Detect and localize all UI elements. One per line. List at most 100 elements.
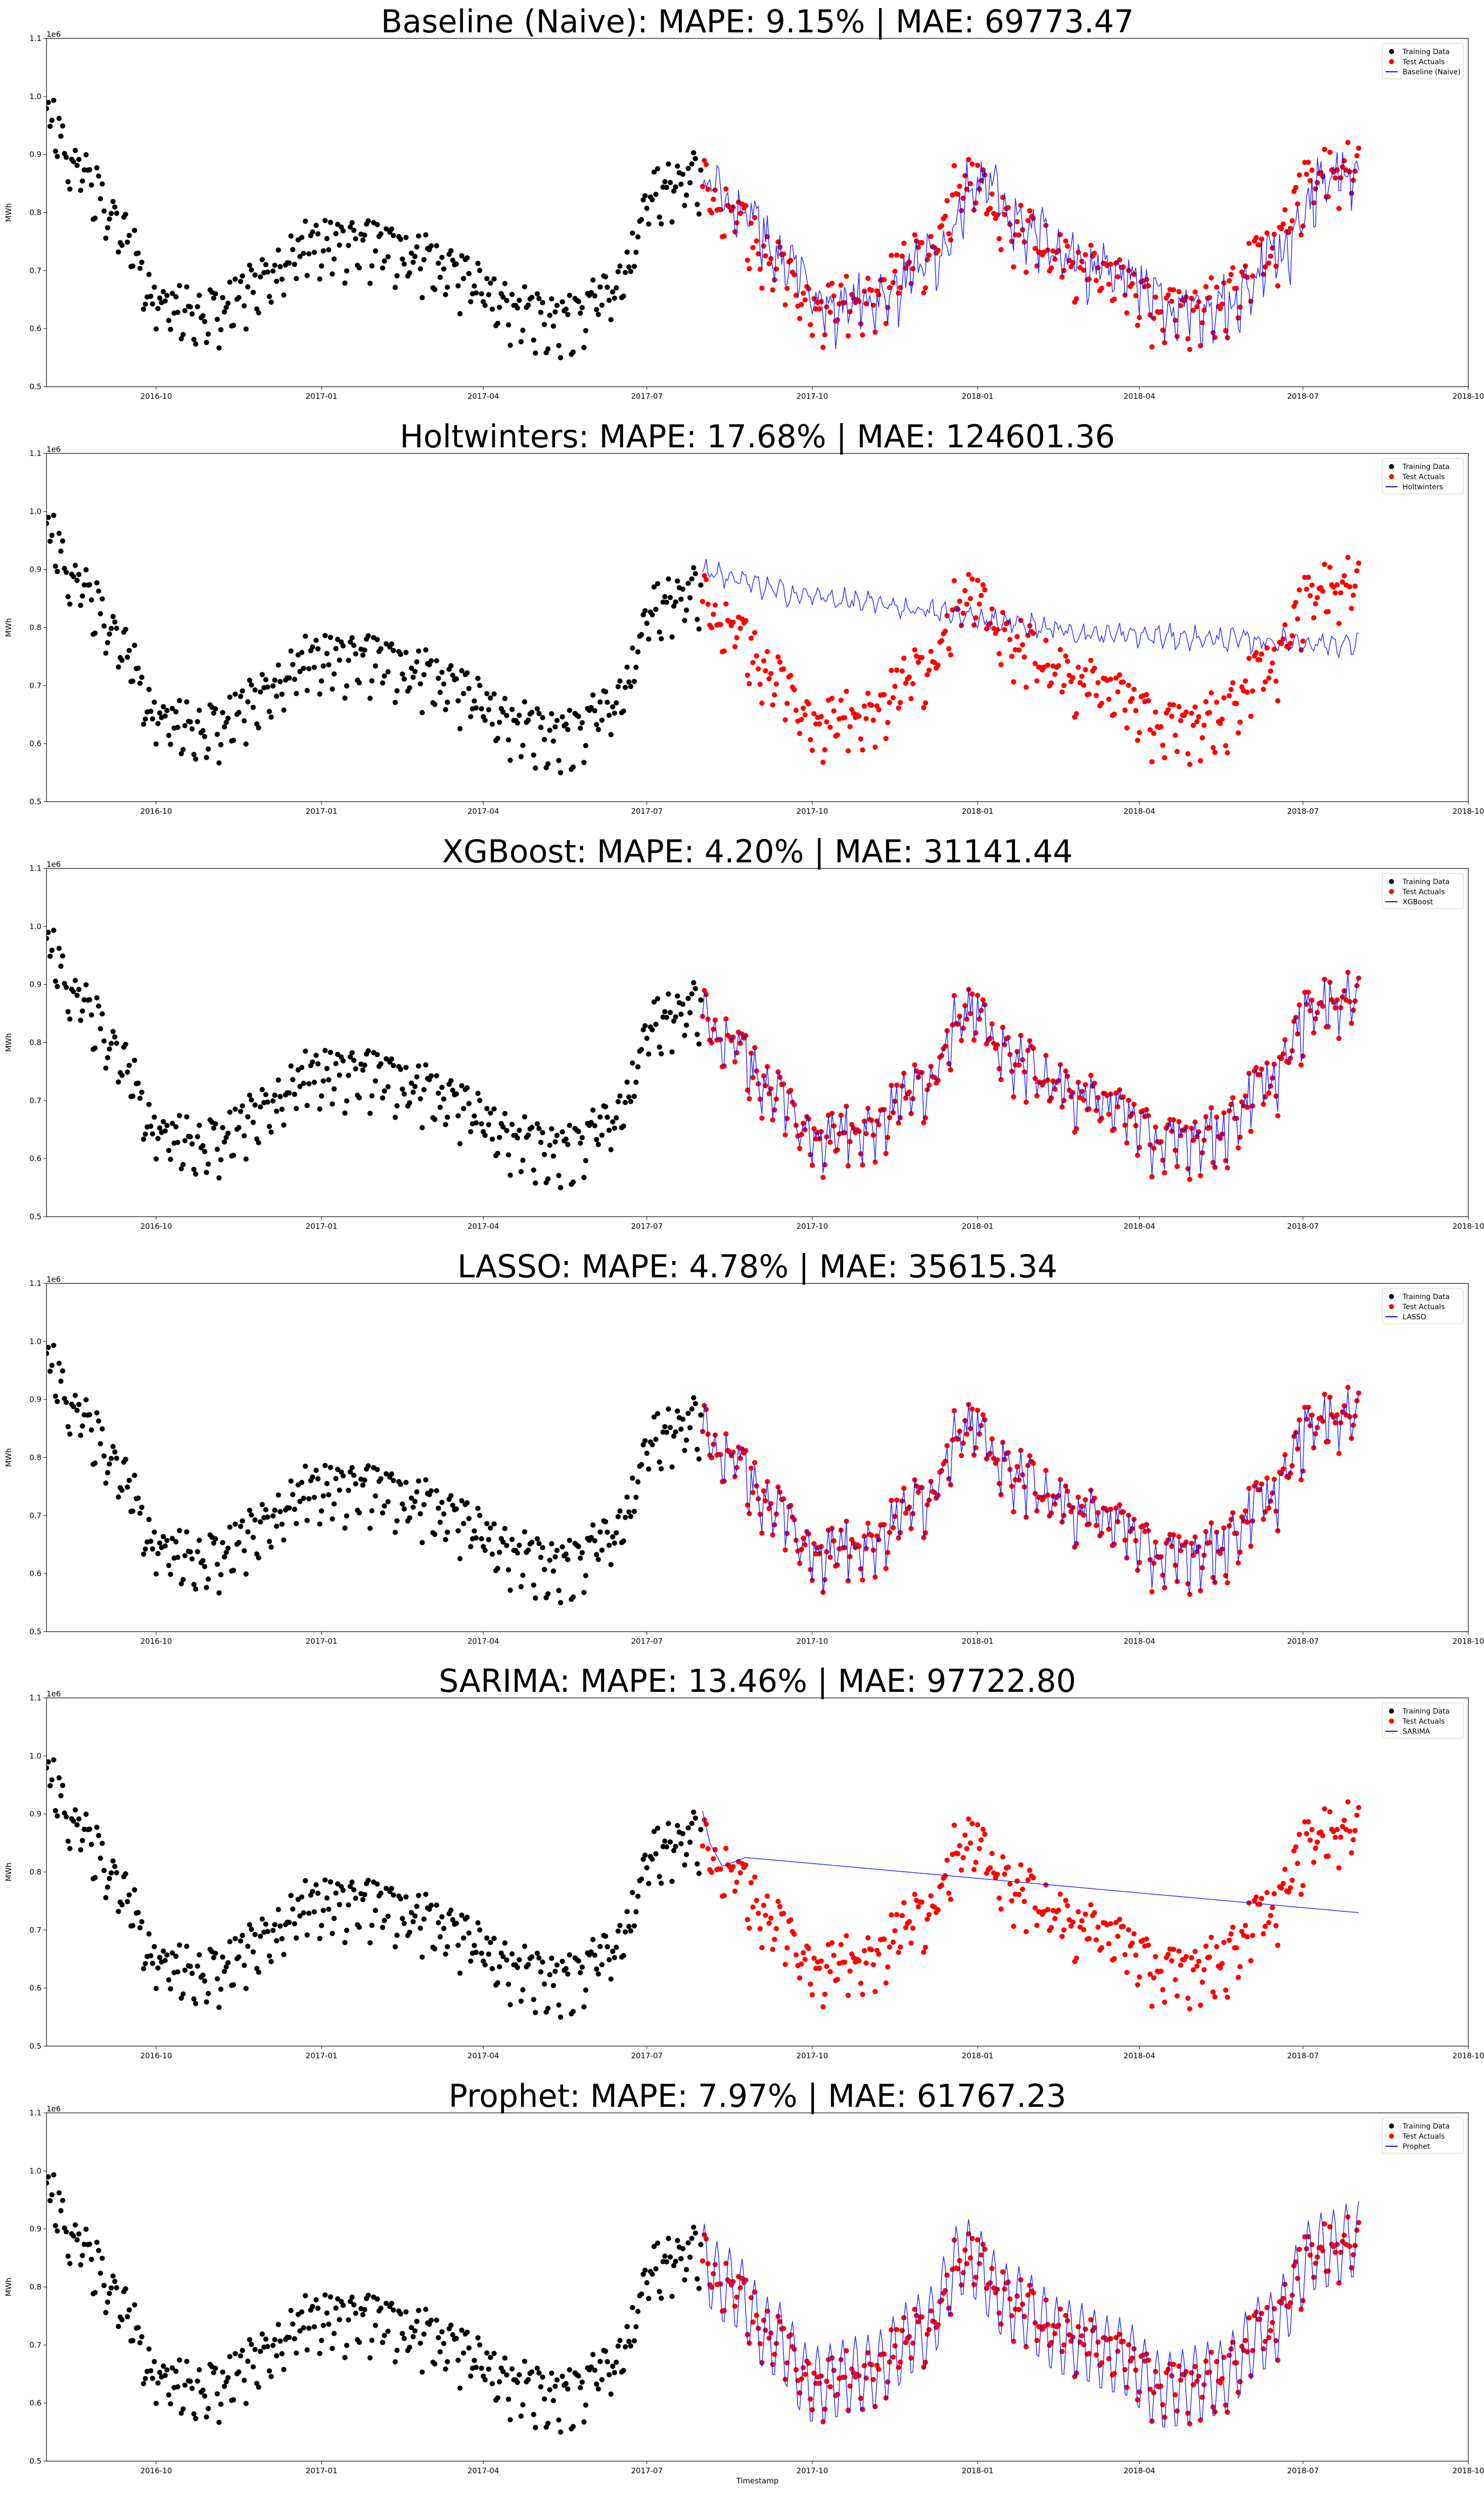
x-tick-label: 2018-10	[1453, 392, 1484, 401]
training-point	[612, 2370, 617, 2376]
x-tick-label: 2017-10	[797, 1637, 828, 1646]
test-point	[1273, 263, 1279, 269]
test-point	[1219, 1961, 1225, 1967]
training-point	[401, 1506, 407, 1512]
test-point	[1325, 609, 1331, 615]
training-point	[549, 296, 554, 302]
training-point	[148, 1539, 154, 1544]
y-tick-label: 0.9	[29, 1395, 41, 1404]
test-point	[882, 277, 887, 283]
plot-frame	[46, 38, 1469, 387]
training-point	[590, 1107, 596, 1113]
training-point	[279, 276, 285, 282]
training-point	[168, 742, 173, 747]
test-point	[1189, 2370, 1194, 2376]
test-point	[1293, 599, 1298, 606]
training-point	[380, 1924, 386, 1930]
test-point	[958, 1038, 964, 1043]
training-point	[60, 1368, 66, 1374]
training-point	[696, 1871, 702, 1876]
training-point	[150, 301, 156, 307]
test-point	[1171, 702, 1176, 708]
training-point	[83, 1812, 89, 1817]
legend-label: Prophet	[1403, 2143, 1430, 2151]
test-point	[1014, 634, 1020, 639]
training-point	[473, 1535, 479, 1541]
training-point	[628, 1098, 633, 1104]
test-point	[777, 2319, 783, 2325]
training-point	[432, 1117, 438, 1122]
test-point	[887, 285, 893, 291]
training-point	[428, 2318, 434, 2323]
test-point	[1124, 1969, 1130, 1975]
training-point	[610, 1949, 616, 1954]
x-tick-label: 2018-04	[1124, 2466, 1155, 2475]
training-point	[687, 2254, 693, 2260]
training-point	[65, 179, 71, 184]
training-point	[509, 292, 515, 297]
test-point	[989, 1851, 995, 1856]
training-point	[597, 1944, 603, 1950]
x-tick-label: 2018-10	[1453, 1637, 1484, 1646]
training-point	[576, 2373, 581, 2379]
training-point	[306, 1496, 312, 1502]
training-point	[153, 1985, 159, 1992]
test-point	[856, 1543, 862, 1549]
test-point	[1221, 695, 1227, 701]
test-point	[1014, 219, 1020, 224]
test-point	[1059, 274, 1065, 280]
test-point	[721, 648, 727, 654]
test-point	[1016, 647, 1022, 653]
training-point	[238, 694, 244, 700]
y-axis-label: MWh	[4, 1033, 13, 1052]
training-point	[92, 215, 98, 221]
legend-label: Test Actuals	[1402, 58, 1445, 66]
training-point	[605, 1115, 610, 1120]
test-point	[1268, 668, 1274, 674]
test-point	[1306, 574, 1311, 580]
training-point	[608, 317, 614, 322]
training-point	[315, 231, 321, 237]
test-point	[1173, 317, 1178, 323]
test-point	[958, 2282, 964, 2288]
training-point	[265, 269, 270, 275]
test-point	[802, 712, 808, 718]
training-point	[268, 1959, 274, 1964]
legend-marker-test	[1389, 1304, 1394, 1309]
training-point	[220, 1954, 225, 1960]
test-point	[1271, 232, 1277, 237]
training-point	[132, 642, 137, 648]
training-point	[659, 636, 664, 641]
training-point	[108, 626, 114, 631]
test-point	[1153, 1124, 1158, 1130]
test-point	[824, 1964, 829, 1969]
training-point	[624, 2324, 630, 2330]
test-point	[1194, 719, 1200, 724]
test-point	[1147, 1971, 1153, 1977]
training-point	[191, 337, 197, 342]
training-point	[392, 285, 398, 290]
training-point	[640, 1027, 646, 1033]
training-point	[612, 1540, 617, 1546]
y-tick-label: 0.7	[29, 2340, 41, 2349]
training-point	[238, 1108, 244, 1115]
test-point	[1162, 755, 1168, 761]
test-point	[1149, 2004, 1155, 2009]
test-point	[1131, 686, 1137, 692]
test-point	[1336, 206, 1342, 211]
test-point	[764, 1893, 770, 1899]
training-point	[615, 684, 621, 689]
test-point	[822, 747, 828, 753]
test-point	[1307, 2252, 1313, 2258]
test-point	[903, 1925, 909, 1930]
training-point	[220, 1125, 225, 1131]
training-point	[685, 1825, 691, 1831]
training-point	[633, 1909, 639, 1915]
test-point	[892, 268, 898, 274]
training-point	[302, 1463, 308, 1469]
training-point	[317, 1935, 322, 1942]
test-point	[858, 736, 864, 742]
test-point	[797, 1975, 803, 1981]
test-point	[989, 191, 995, 197]
test-point	[921, 705, 926, 711]
